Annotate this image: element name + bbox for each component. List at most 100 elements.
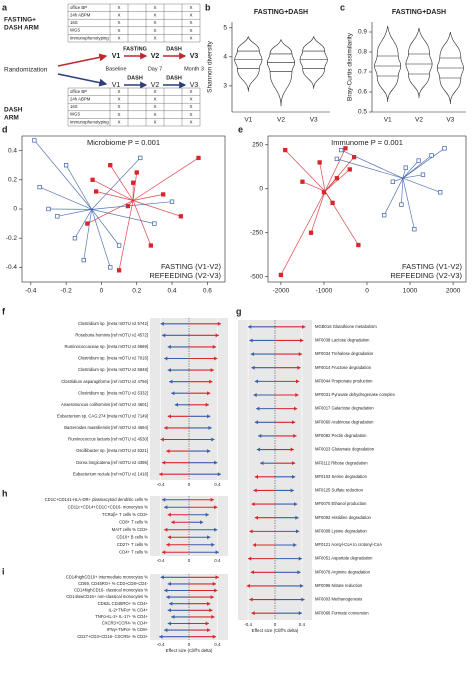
effect-arrow (296, 379, 300, 384)
row-label: Eubacterium rectale [ref mOTU v2 1416] (73, 471, 148, 476)
table-mark: X (117, 119, 120, 124)
effect-arrow (167, 581, 171, 586)
effect-arrow (217, 321, 221, 326)
effect-arrow (167, 535, 171, 540)
effect-arrow (251, 502, 255, 507)
table-row-label: office BP (70, 89, 87, 94)
row-label: Clostridium sp. [meta mOTU v2 5848] (78, 367, 148, 372)
row-label: Clostridium sp. [meta mOTU v2 5742] (78, 321, 148, 326)
table-row-label: immunophenotyping (70, 119, 109, 124)
effect-arrow (214, 460, 218, 465)
spider-line (402, 160, 419, 179)
point (334, 176, 340, 181)
effect-arrow (212, 581, 216, 586)
effect-arrow (160, 575, 164, 580)
table-mark: X (117, 112, 120, 117)
table-mark: X (153, 13, 156, 18)
point (442, 146, 447, 151)
effect-arrow (256, 406, 260, 411)
effect-arrow (207, 449, 211, 454)
effect-arrow (291, 420, 296, 425)
row-label: CXCR3+CCR4- % CD4+ (102, 621, 149, 626)
y-tick-label: -0.4 (6, 264, 18, 271)
row-label: MF0008 Lysine degradation (315, 528, 367, 533)
table-mark: X (189, 13, 192, 18)
table-row-label: immunophenotyping (70, 35, 109, 40)
effect-arrow (210, 368, 214, 373)
effect-arrow (166, 449, 170, 454)
row-label: Eubacterium sp. CAG:274 [meta mOTU v2 71… (57, 413, 148, 418)
point (32, 138, 37, 143)
spider-line (39, 186, 92, 210)
row-label: MF0034 Trehalose degradation (315, 351, 374, 356)
panel-label: b (205, 2, 211, 12)
chart-title: FASTING+DASH (254, 9, 308, 16)
effect-arrow (295, 515, 299, 520)
spider-line (65, 165, 93, 210)
table-row-label: 24h ABPM (70, 97, 91, 102)
effect-arrow (207, 391, 211, 396)
table-mark: X (189, 112, 192, 117)
effect-arrow (207, 601, 211, 606)
effect-arrow (294, 406, 298, 411)
effect-arrow (297, 570, 301, 575)
randomization: Randomization (4, 67, 48, 74)
table-mark: X (117, 20, 120, 25)
point (116, 243, 122, 248)
x-tick-label: -2000 (273, 288, 290, 295)
spider-line (92, 179, 134, 201)
row-label: TCRαβ+ T cells % CD3+ (102, 512, 148, 517)
spider-line (383, 178, 404, 216)
table-row-label: WGS (70, 112, 80, 117)
effect-arrow (298, 611, 302, 616)
spider-line (402, 148, 445, 179)
point (46, 206, 51, 212)
point (278, 272, 284, 278)
point (399, 202, 404, 207)
row-label: CD27+CD3+CD16- CXCR5+ % CD3+ (77, 634, 148, 639)
x-tick-label: V2 (415, 117, 423, 124)
time-label: Month 3 (184, 66, 204, 72)
effect-arrow (293, 433, 297, 438)
table-mark: X (189, 104, 192, 109)
effect-arrow (254, 379, 259, 384)
row-label: Oscillibacter sp. [meta mOTU v2 5321] (76, 448, 148, 453)
effect-arrow (209, 608, 213, 613)
effect-arrow (212, 634, 216, 639)
row-label: MF0038 Lactose degradation (315, 338, 370, 343)
point (37, 184, 42, 190)
point (321, 190, 327, 195)
row-label: CD62L CD45RO+ % CD4+ (98, 601, 149, 606)
effect-arrow (249, 597, 253, 602)
point (412, 227, 417, 232)
point (108, 265, 113, 270)
y-tick-label: 250 (252, 142, 263, 149)
x-tick-label: V2 (277, 117, 285, 124)
spider-line (91, 209, 155, 224)
effect-arrow (302, 324, 306, 329)
y-tick-label: -500 (250, 273, 263, 280)
visit-label: V2 (151, 82, 160, 89)
panel-label: a (2, 2, 8, 12)
point (356, 242, 361, 248)
phase-label: DASH (166, 75, 182, 81)
row-label: Anaerotruncus colihominis [ref mOTU v2 4… (61, 402, 148, 407)
effect-arrow (167, 368, 171, 373)
effect-arrow (215, 333, 219, 338)
y-tick-label: 0.5 (358, 109, 367, 116)
arm-title: DASH ARM (4, 25, 39, 32)
chart-title: FASTING+DASH (392, 9, 446, 16)
effect-arrow (301, 597, 305, 602)
y-tick-label: 0.9 (358, 29, 367, 36)
phase-label: DASH (127, 75, 143, 81)
point (339, 147, 344, 153)
x-tick-label: V3 (446, 117, 454, 124)
point (196, 155, 201, 161)
table-row-label: office BP (70, 5, 87, 10)
effect-arrow (169, 601, 173, 606)
y-tick-label: 0.6 (358, 89, 367, 96)
effect-arrow (296, 529, 300, 534)
effect-arrow (164, 588, 168, 593)
row-label: Clostridium sp. [meta mOTU v2 5332] (78, 390, 148, 395)
table-mark: X (117, 35, 120, 40)
